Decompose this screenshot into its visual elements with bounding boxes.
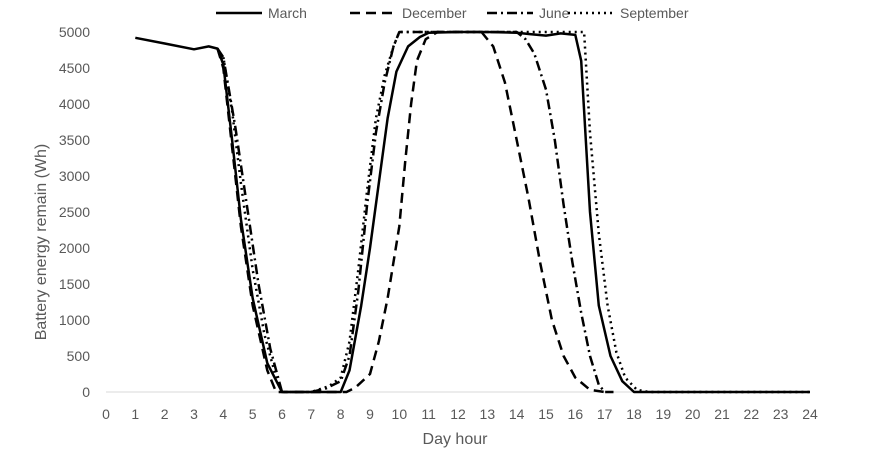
- x-tick-label: 5: [249, 406, 257, 422]
- y-tick-label: 0: [82, 384, 90, 400]
- x-axis-label: Day hour: [423, 431, 489, 448]
- y-tick-label: 4000: [59, 96, 90, 112]
- tick-labels: 0 500 1000 1500 2000 2500 3000 3500 4000 4500 5000…: [59, 24, 818, 422]
- y-tick-label: 3500: [59, 132, 90, 148]
- x-tick-label: 8: [337, 406, 345, 422]
- legend-label: December: [402, 5, 467, 21]
- legend-label: March: [268, 5, 307, 21]
- series-line-december: [216, 30, 605, 394]
- x-tick-label: 21: [714, 406, 730, 422]
- y-tick-label: 3000: [59, 168, 90, 184]
- y-tick-label: 1000: [59, 312, 90, 328]
- x-tick-label: 24: [802, 406, 818, 422]
- x-tick-label: 3: [190, 406, 198, 422]
- legend-item-june: June: [487, 5, 570, 21]
- x-tick-label: 0: [102, 406, 110, 422]
- y-tick-label: 2000: [59, 240, 90, 256]
- y-tick-label: 500: [67, 348, 91, 364]
- series-line-march: [135, 30, 810, 394]
- x-tick-label: 6: [278, 406, 286, 422]
- y-tick-label: 1500: [59, 276, 90, 292]
- x-tick-label: 18: [626, 406, 642, 422]
- x-tick-label: 4: [219, 406, 227, 422]
- x-tick-label: 14: [509, 406, 525, 422]
- legend-label: June: [539, 5, 570, 21]
- x-tick-label: 16: [568, 406, 584, 422]
- x-tick-label: 12: [450, 406, 466, 422]
- x-tick-label: 11: [421, 406, 436, 422]
- x-tick-label: 22: [744, 406, 760, 422]
- legend-item-march: March: [216, 5, 307, 21]
- legend-item-december: December: [350, 5, 467, 21]
- y-tick-label: 4500: [59, 60, 90, 76]
- x-tick-label: 15: [538, 406, 554, 422]
- x-tick-label: 10: [392, 406, 408, 422]
- x-tick-label: 9: [366, 406, 374, 422]
- series-group: [135, 30, 810, 394]
- y-axis-label: Battery energy remain (Wh): [33, 144, 50, 341]
- x-tick-label: 23: [773, 406, 789, 422]
- series-line-june: [216, 30, 614, 394]
- series-line-september: [222, 30, 810, 394]
- y-tick-label: 2500: [59, 204, 90, 220]
- y-tick-label: 5000: [59, 24, 90, 40]
- x-tick-label: 13: [480, 406, 496, 422]
- legend-item-september: September: [568, 5, 689, 21]
- x-tick-label: 2: [161, 406, 169, 422]
- x-tick-label: 19: [656, 406, 672, 422]
- x-tick-label: 7: [307, 406, 315, 422]
- x-tick-label: 20: [685, 406, 701, 422]
- x-tick-label: 17: [597, 406, 613, 422]
- legend-label: September: [620, 5, 689, 21]
- x-tick-label: 1: [131, 406, 139, 422]
- legend: March December June September: [216, 5, 689, 21]
